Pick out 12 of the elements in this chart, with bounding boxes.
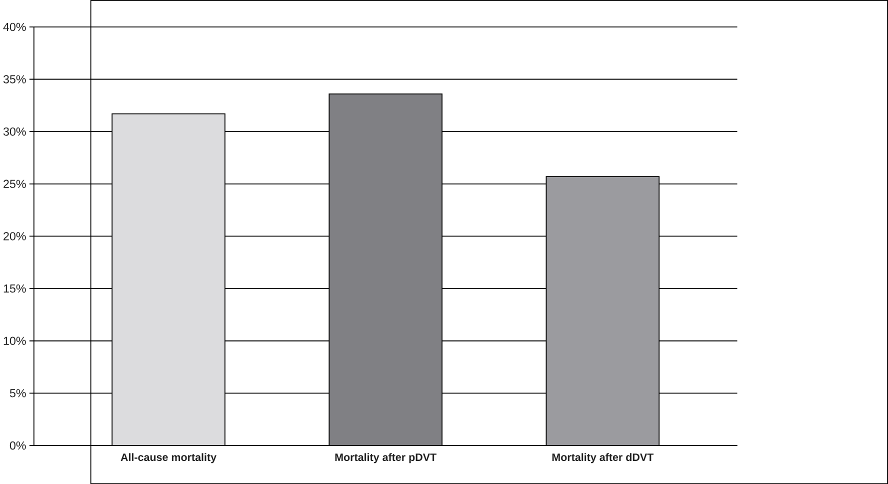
- x-tick-label: Mortality after dDVT: [552, 453, 654, 464]
- y-tick-label: 30%: [3, 127, 26, 136]
- y-tick-label: 15%: [4, 284, 26, 293]
- y-tick-label: 35%: [3, 75, 26, 84]
- y-tick-label: 20%: [4, 232, 26, 240]
- y-tick-label: 40%: [3, 22, 26, 31]
- x-tick-label: All-cause mortality: [120, 453, 216, 464]
- y-tick-label: 0%: [10, 441, 26, 450]
- y-tick-label: 25%: [4, 180, 26, 188]
- y-tick-label: 5%: [10, 389, 26, 398]
- y-tick-label: 10%: [4, 336, 26, 345]
- x-tick-label: Mortality after pDVT: [335, 453, 436, 464]
